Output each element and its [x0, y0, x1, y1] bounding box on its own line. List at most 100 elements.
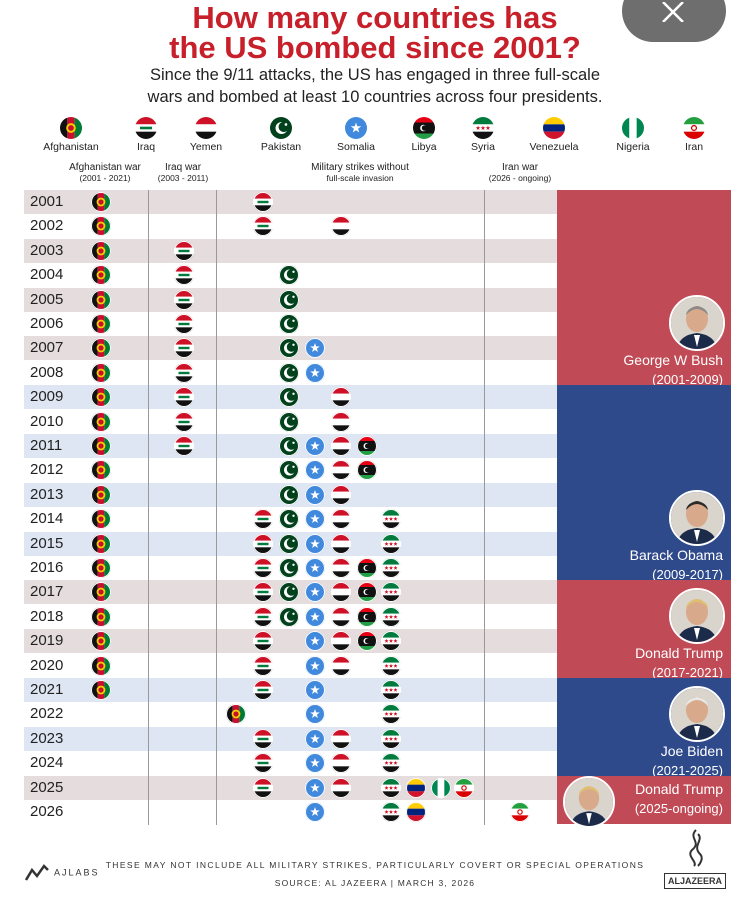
president-label-2: Donald Trump (2017-2021) — [635, 644, 723, 682]
president-block-4: Donald Trump (2025-ongoing) — [557, 775, 731, 828]
year-label: 2022 — [30, 705, 64, 723]
strike-mark-somalia-2019 — [305, 631, 325, 652]
strike-mark-syria-2025 — [381, 777, 401, 798]
group-header-2: Military strikes without full-scale invas… — [280, 162, 440, 184]
strike-mark-iraq-2015 — [253, 533, 273, 554]
strike-mark-yemen-2011 — [331, 436, 351, 456]
country-label-yemen: Yemen — [189, 141, 223, 153]
obama-portrait-icon — [669, 490, 725, 547]
president-label-4: Donald Trump (2025-ongoing) — [635, 780, 723, 818]
strike-mark-pakistan-2010 — [279, 411, 299, 432]
strike-mark-somalia-2007 — [305, 338, 325, 359]
strike-mark-syria-2015 — [381, 533, 401, 554]
strike-mark-yemen-2013 — [331, 484, 351, 505]
year-label: 2007 — [30, 339, 64, 357]
strike-mark-somalia-2024 — [305, 753, 325, 774]
president-block-3: Joe Biden (2021-2025) — [557, 678, 731, 778]
strike-mark-afghanistan-2007 — [91, 338, 111, 359]
strike-mark-somalia-2008 — [305, 362, 325, 383]
strike-mark-iraq-2018 — [253, 606, 273, 627]
year-label: 2001 — [30, 193, 64, 210]
year-label: 2021 — [30, 681, 64, 698]
libya-flag-icon — [413, 117, 435, 139]
country-label-iraq: Iraq — [136, 141, 156, 153]
strike-mark-libya-2012 — [357, 460, 377, 481]
strike-mark-iraq-2011 — [174, 436, 194, 456]
column-divider — [484, 190, 485, 825]
close-icon — [662, 2, 684, 22]
strike-mark-yemen-2016 — [331, 558, 351, 578]
strike-mark-syria-2019 — [381, 631, 401, 652]
strike-mark-somalia-2026 — [305, 802, 325, 822]
year-label: 2020 — [30, 656, 64, 674]
strike-mark-yemen-2019 — [331, 631, 351, 652]
subtitle-line2: wars and bombed at least 10 countries ac… — [147, 88, 603, 106]
strike-mark-afghanistan-2010 — [91, 411, 111, 432]
pakistan-flag-icon — [270, 117, 292, 139]
strike-mark-afghanistan-2001 — [91, 192, 111, 212]
president-name: Barack Obama — [629, 547, 723, 564]
group-header-0: Afghanistan war (2001 - 2021) — [50, 162, 160, 184]
strike-mark-pakistan-2006 — [279, 314, 299, 334]
country-label-somalia: Somalia — [337, 141, 375, 153]
group-header-1: Iraq war (2003 - 2011) — [150, 162, 216, 184]
footer-source: SOURCE: AL JAZEERA | MARCH 3, 2026 — [274, 878, 476, 888]
row-band — [24, 726, 557, 751]
strike-mark-iraq-2025 — [253, 777, 273, 798]
strike-mark-pakistan-2008 — [279, 362, 299, 383]
country-label-nigeria: Nigeria — [616, 141, 650, 153]
strike-mark-pakistan-2012 — [279, 460, 299, 481]
strike-mark-somalia-2016 — [305, 558, 325, 578]
strike-mark-iraq-2014 — [253, 509, 273, 530]
subtitle-line1: Since the 9/11 attacks, the US has engag… — [149, 66, 601, 84]
strike-mark-iraq-2019 — [253, 631, 273, 652]
close-button[interactable] — [622, 0, 726, 42]
year-label: 2010 — [30, 412, 64, 430]
group-header-label: Iraq war — [164, 162, 202, 173]
year-label: 2024 — [30, 754, 64, 772]
ajlabs-logo: AJLABS — [24, 864, 100, 882]
nigeria-flag-icon — [622, 117, 644, 139]
strike-mark-yemen-2025 — [331, 777, 351, 798]
strike-mark-somalia-2020 — [305, 655, 325, 676]
strike-mark-syria-2024 — [381, 753, 401, 774]
strike-mark-iraq-2002 — [253, 216, 273, 237]
column-divider — [216, 190, 217, 825]
group-header-sub: (2026 - ongoing) — [488, 173, 552, 183]
year-label: 2018 — [30, 607, 64, 625]
strike-mark-afghanistan-2014 — [91, 509, 111, 530]
strike-mark-pakistan-2018 — [279, 606, 299, 627]
group-header-3: Iran war (2026 - ongoing) — [470, 162, 570, 184]
strike-mark-iraq-2017 — [253, 582, 273, 603]
group-header-sub: (2001 - 2021) — [79, 173, 131, 183]
strike-mark-iraq-2020 — [253, 655, 273, 676]
strike-mark-iraq-2023 — [253, 728, 273, 749]
trump-portrait-icon — [669, 587, 725, 644]
strike-mark-afghanistan-2015 — [91, 533, 111, 554]
country-label-iran: Iran — [684, 141, 704, 153]
yemen-flag-icon — [195, 117, 217, 139]
strike-mark-yemen-2012 — [331, 460, 351, 481]
somalia-flag-icon — [345, 117, 367, 139]
strike-mark-venezuela-2025 — [406, 777, 426, 798]
president-block-2: Donald Trump (2017-2021) — [557, 580, 731, 680]
president-term: (2009-2017) — [652, 567, 723, 583]
strike-mark-nigeria-2025 — [431, 777, 451, 798]
row-band — [24, 190, 557, 214]
country-label-afghanistan: Afghanistan — [43, 141, 99, 153]
chart-title-line2: the US bombed since 2001? — [169, 30, 581, 65]
biden-portrait-icon — [669, 685, 725, 742]
country-label-syria: Syria — [471, 141, 495, 153]
year-label: 2017 — [30, 583, 64, 601]
president-name: George W Bush — [623, 352, 723, 369]
president-block-1: Barack Obama (2009-2017) — [557, 385, 731, 582]
strike-mark-pakistan-2007 — [279, 338, 299, 359]
year-label: 2002 — [30, 217, 64, 235]
year-label: 2013 — [30, 485, 64, 503]
strike-mark-afghanistan-2003 — [91, 240, 111, 261]
president-term: (2021-2025) — [652, 762, 723, 778]
strike-mark-syria-2014 — [381, 509, 401, 530]
chart-title-line1: How many countries has — [192, 0, 558, 35]
strike-mark-yemen-2009 — [331, 387, 351, 408]
strike-mark-afghanistan-2008 — [91, 362, 111, 383]
